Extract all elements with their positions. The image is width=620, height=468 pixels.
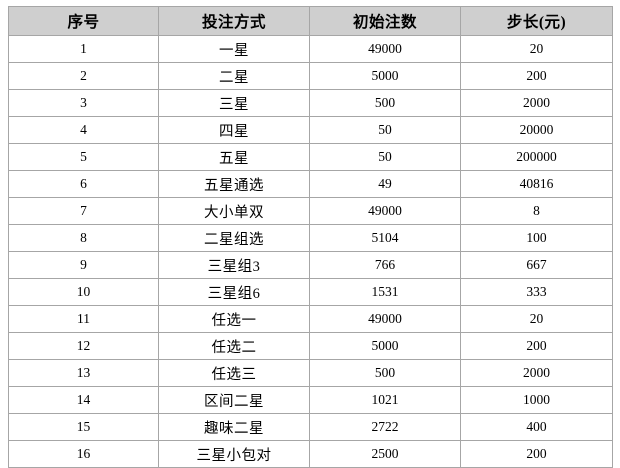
cell-initial-bets: 500	[309, 89, 461, 117]
column-header-step-yuan: 步长(元)	[460, 6, 613, 36]
cell-initial-bets: 49000	[309, 305, 461, 333]
table-row: 4 四星 50 20000	[8, 116, 613, 144]
cell-step-yuan: 200	[460, 332, 613, 360]
cell-step-yuan: 20000	[460, 116, 613, 144]
cell-index: 1	[8, 35, 159, 63]
cell-method: 二星组选	[158, 224, 310, 252]
cell-step-yuan: 400	[460, 413, 613, 441]
cell-initial-bets: 5104	[309, 224, 461, 252]
cell-step-yuan: 667	[460, 251, 613, 279]
cell-method: 三星小包对	[158, 440, 310, 468]
cell-initial-bets: 5000	[309, 62, 461, 90]
cell-index: 9	[8, 251, 159, 279]
cell-method: 三星	[158, 89, 310, 117]
cell-method: 任选二	[158, 332, 310, 360]
table-row: 3 三星 500 2000	[8, 89, 613, 117]
cell-method: 一星	[158, 35, 310, 63]
table-row: 7 大小单双 49000 8	[8, 197, 613, 225]
table-row: 6 五星通选 49 40816	[8, 170, 613, 198]
cell-method: 趣味二星	[158, 413, 310, 441]
column-header-initial-bets: 初始注数	[309, 6, 461, 36]
cell-index: 6	[8, 170, 159, 198]
cell-step-yuan: 1000	[460, 386, 613, 414]
table-row: 2 二星 5000 200	[8, 62, 613, 90]
cell-step-yuan: 2000	[460, 89, 613, 117]
cell-method: 三星组3	[158, 251, 310, 279]
cell-step-yuan: 200000	[460, 143, 613, 171]
cell-method: 三星组6	[158, 278, 310, 306]
cell-initial-bets: 766	[309, 251, 461, 279]
cell-method: 二星	[158, 62, 310, 90]
cell-method: 任选一	[158, 305, 310, 333]
cell-index: 7	[8, 197, 159, 225]
cell-index: 10	[8, 278, 159, 306]
cell-index: 4	[8, 116, 159, 144]
cell-index: 12	[8, 332, 159, 360]
cell-step-yuan: 20	[460, 305, 613, 333]
table-row: 12 任选二 5000 200	[8, 332, 613, 360]
betting-method-table: 序号 投注方式 初始注数 步长(元) 1 一星 49000 20 2 二星 50…	[8, 6, 613, 468]
cell-step-yuan: 2000	[460, 359, 613, 387]
table-row: 15 趣味二星 2722 400	[8, 413, 613, 441]
cell-step-yuan: 200	[460, 440, 613, 468]
cell-step-yuan: 200	[460, 62, 613, 90]
table-row: 5 五星 50 200000	[8, 143, 613, 171]
cell-initial-bets: 2722	[309, 413, 461, 441]
cell-initial-bets: 50	[309, 116, 461, 144]
table-header-row: 序号 投注方式 初始注数 步长(元)	[8, 6, 613, 36]
table-row: 9 三星组3 766 667	[8, 251, 613, 279]
cell-step-yuan: 20	[460, 35, 613, 63]
cell-index: 3	[8, 89, 159, 117]
table-row: 8 二星组选 5104 100	[8, 224, 613, 252]
cell-initial-bets: 49	[309, 170, 461, 198]
column-header-index: 序号	[8, 6, 159, 36]
cell-initial-bets: 49000	[309, 197, 461, 225]
cell-method: 五星	[158, 143, 310, 171]
cell-index: 15	[8, 413, 159, 441]
cell-step-yuan: 8	[460, 197, 613, 225]
cell-index: 13	[8, 359, 159, 387]
cell-method: 区间二星	[158, 386, 310, 414]
cell-index: 14	[8, 386, 159, 414]
cell-step-yuan: 40816	[460, 170, 613, 198]
table-row: 1 一星 49000 20	[8, 35, 613, 63]
cell-method: 大小单双	[158, 197, 310, 225]
table-row: 16 三星小包对 2500 200	[8, 440, 613, 468]
cell-index: 11	[8, 305, 159, 333]
cell-index: 8	[8, 224, 159, 252]
cell-index: 16	[8, 440, 159, 468]
table-row: 11 任选一 49000 20	[8, 305, 613, 333]
cell-initial-bets: 500	[309, 359, 461, 387]
cell-index: 2	[8, 62, 159, 90]
document-canvas: 序号 投注方式 初始注数 步长(元) 1 一星 49000 20 2 二星 50…	[8, 6, 613, 468]
table-header: 序号 投注方式 初始注数 步长(元)	[8, 6, 613, 36]
cell-initial-bets: 2500	[309, 440, 461, 468]
cell-initial-bets: 49000	[309, 35, 461, 63]
cell-index: 5	[8, 143, 159, 171]
cell-initial-bets: 5000	[309, 332, 461, 360]
table-row: 13 任选三 500 2000	[8, 359, 613, 387]
cell-step-yuan: 100	[460, 224, 613, 252]
cell-step-yuan: 333	[460, 278, 613, 306]
cell-initial-bets: 1021	[309, 386, 461, 414]
cell-method: 任选三	[158, 359, 310, 387]
cell-method: 四星	[158, 116, 310, 144]
table-body: 1 一星 49000 20 2 二星 5000 200 3 三星 500 200…	[8, 35, 613, 468]
table-row: 14 区间二星 1021 1000	[8, 386, 613, 414]
cell-method: 五星通选	[158, 170, 310, 198]
table-row: 10 三星组6 1531 333	[8, 278, 613, 306]
column-header-method: 投注方式	[158, 6, 310, 36]
cell-initial-bets: 1531	[309, 278, 461, 306]
cell-initial-bets: 50	[309, 143, 461, 171]
